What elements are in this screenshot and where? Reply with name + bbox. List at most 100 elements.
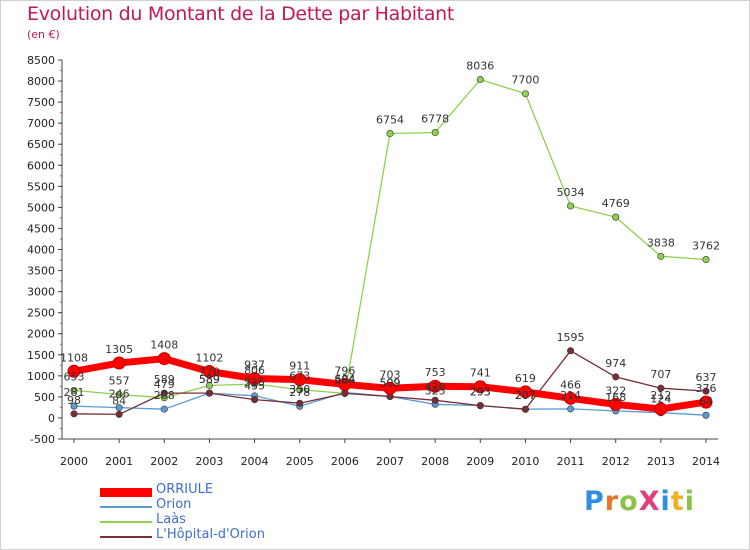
series-point-2 [431, 129, 439, 137]
data-label-1: 281 [64, 386, 85, 399]
series-point-0 [609, 397, 623, 411]
x-tick-label: 2014 [692, 455, 720, 468]
series-point-0 [383, 381, 397, 395]
chart-title: Evolution du Montant de la Dette par Hab… [27, 3, 455, 25]
series-point-3 [70, 410, 78, 418]
data-label-0: 376 [696, 382, 717, 395]
data-label-3: 637 [696, 371, 717, 384]
data-label-0: 911 [289, 360, 310, 373]
series-point-3 [476, 402, 484, 410]
series-point-0 [293, 373, 307, 387]
y-tick-label: 4000 [27, 244, 55, 257]
data-label-3: 84 [112, 394, 126, 407]
series-point-0 [338, 377, 352, 391]
data-label-0: 1305 [105, 343, 133, 356]
series-point-1 [115, 404, 123, 412]
y-tick-label: 1500 [27, 349, 55, 362]
y-tick-label: 2500 [27, 307, 55, 320]
data-label-0: 466 [560, 378, 581, 391]
data-label-0: 212 [650, 389, 671, 402]
y-tick-label: 7500 [27, 96, 55, 109]
x-tick-label: 2009 [466, 455, 494, 468]
series-point-2 [476, 76, 484, 84]
data-label-2: 806 [244, 364, 265, 377]
x-tick-label: 2011 [557, 455, 585, 468]
x-tick-label: 2006 [331, 455, 359, 468]
y-tick-label: 5500 [27, 180, 55, 193]
series-point-3 [296, 399, 304, 407]
data-label-2: 8036 [466, 60, 494, 73]
series-point-0 [654, 402, 668, 416]
data-label-1: 64 [699, 395, 713, 408]
data-label-1: 207 [515, 389, 536, 402]
logo-letter: i [684, 486, 695, 517]
data-label-3: 509 [380, 377, 401, 390]
y-tick-label: 8500 [27, 54, 55, 67]
x-tick-label: 2008 [421, 455, 449, 468]
data-label-1: 509 [380, 377, 401, 390]
series-point-1 [702, 411, 710, 419]
data-label-2: 6754 [376, 114, 404, 127]
data-label-0: 741 [470, 367, 491, 380]
proxiti-logo: ProXiti [584, 486, 695, 517]
series-point-2 [521, 90, 529, 98]
series-point-2 [612, 213, 620, 221]
data-label-3: 974 [605, 357, 626, 370]
data-label-2: 7700 [511, 74, 539, 87]
series-point-0 [564, 391, 578, 405]
x-tick-label: 2007 [376, 455, 404, 468]
logo-letter: i [660, 486, 671, 517]
data-label-1: 246 [109, 388, 130, 401]
chart-axes: -500 0 500 1000 1500 2000 2500 3000 3500 4000 4500… [27, 54, 720, 468]
data-label-2: 5034 [557, 186, 585, 199]
legend-swatch [100, 487, 152, 497]
series-point-1 [160, 405, 168, 413]
x-tick-label: 2012 [602, 455, 630, 468]
data-label-3: 420 [425, 380, 446, 393]
x-tick-label: 2001 [105, 455, 133, 468]
data-label-0: 937 [244, 358, 265, 371]
series-point-1 [70, 402, 78, 410]
series-point-3 [657, 384, 665, 392]
data-label-0: 753 [425, 366, 446, 379]
data-label-1: 293 [470, 386, 491, 399]
legend-label: Laàs [156, 512, 186, 527]
series-point-3 [251, 396, 259, 404]
series-point-2 [386, 130, 394, 138]
y-tick-label: 4500 [27, 222, 55, 235]
x-tick-label: 2013 [647, 455, 675, 468]
chart-data-labels: 1108 1305 1408 1102 937 911 796 703 753 741 619 466… [60, 60, 720, 409]
data-label-3: 1595 [557, 331, 585, 344]
data-label-3: 584 [334, 373, 355, 386]
series-point-0 [67, 364, 81, 378]
series-point-2 [296, 386, 304, 394]
data-label-2: 584 [334, 373, 355, 386]
legend-swatch [100, 521, 152, 523]
y-tick-label: 5000 [27, 201, 55, 214]
series-point-2 [702, 256, 710, 264]
y-tick-label: 2000 [27, 328, 55, 341]
data-label-2: 557 [109, 374, 130, 387]
series-point-2 [567, 202, 575, 210]
data-label-3: 207 [515, 389, 536, 402]
series-point-3 [160, 389, 168, 397]
y-tick-label: 3000 [27, 286, 55, 299]
series-point-0 [518, 385, 532, 399]
logo-letter: P [584, 486, 605, 517]
data-label-1: 208 [154, 389, 175, 402]
data-label-2: 653 [64, 370, 85, 383]
series-point-3 [567, 347, 575, 355]
x-tick-label: 2000 [60, 455, 88, 468]
series-point-3 [205, 389, 213, 397]
data-label-1: 124 [650, 393, 671, 406]
series-point-3 [341, 389, 349, 397]
y-tick-label: 1000 [27, 370, 55, 383]
series-point-0 [248, 371, 262, 385]
logo-letter: X [638, 486, 661, 517]
legend-label: ORRIULE [156, 482, 214, 497]
series-point-3 [115, 410, 123, 418]
data-label-2: 3838 [647, 236, 675, 249]
logo-letter: t [670, 486, 685, 517]
legend-swatch [100, 506, 152, 508]
